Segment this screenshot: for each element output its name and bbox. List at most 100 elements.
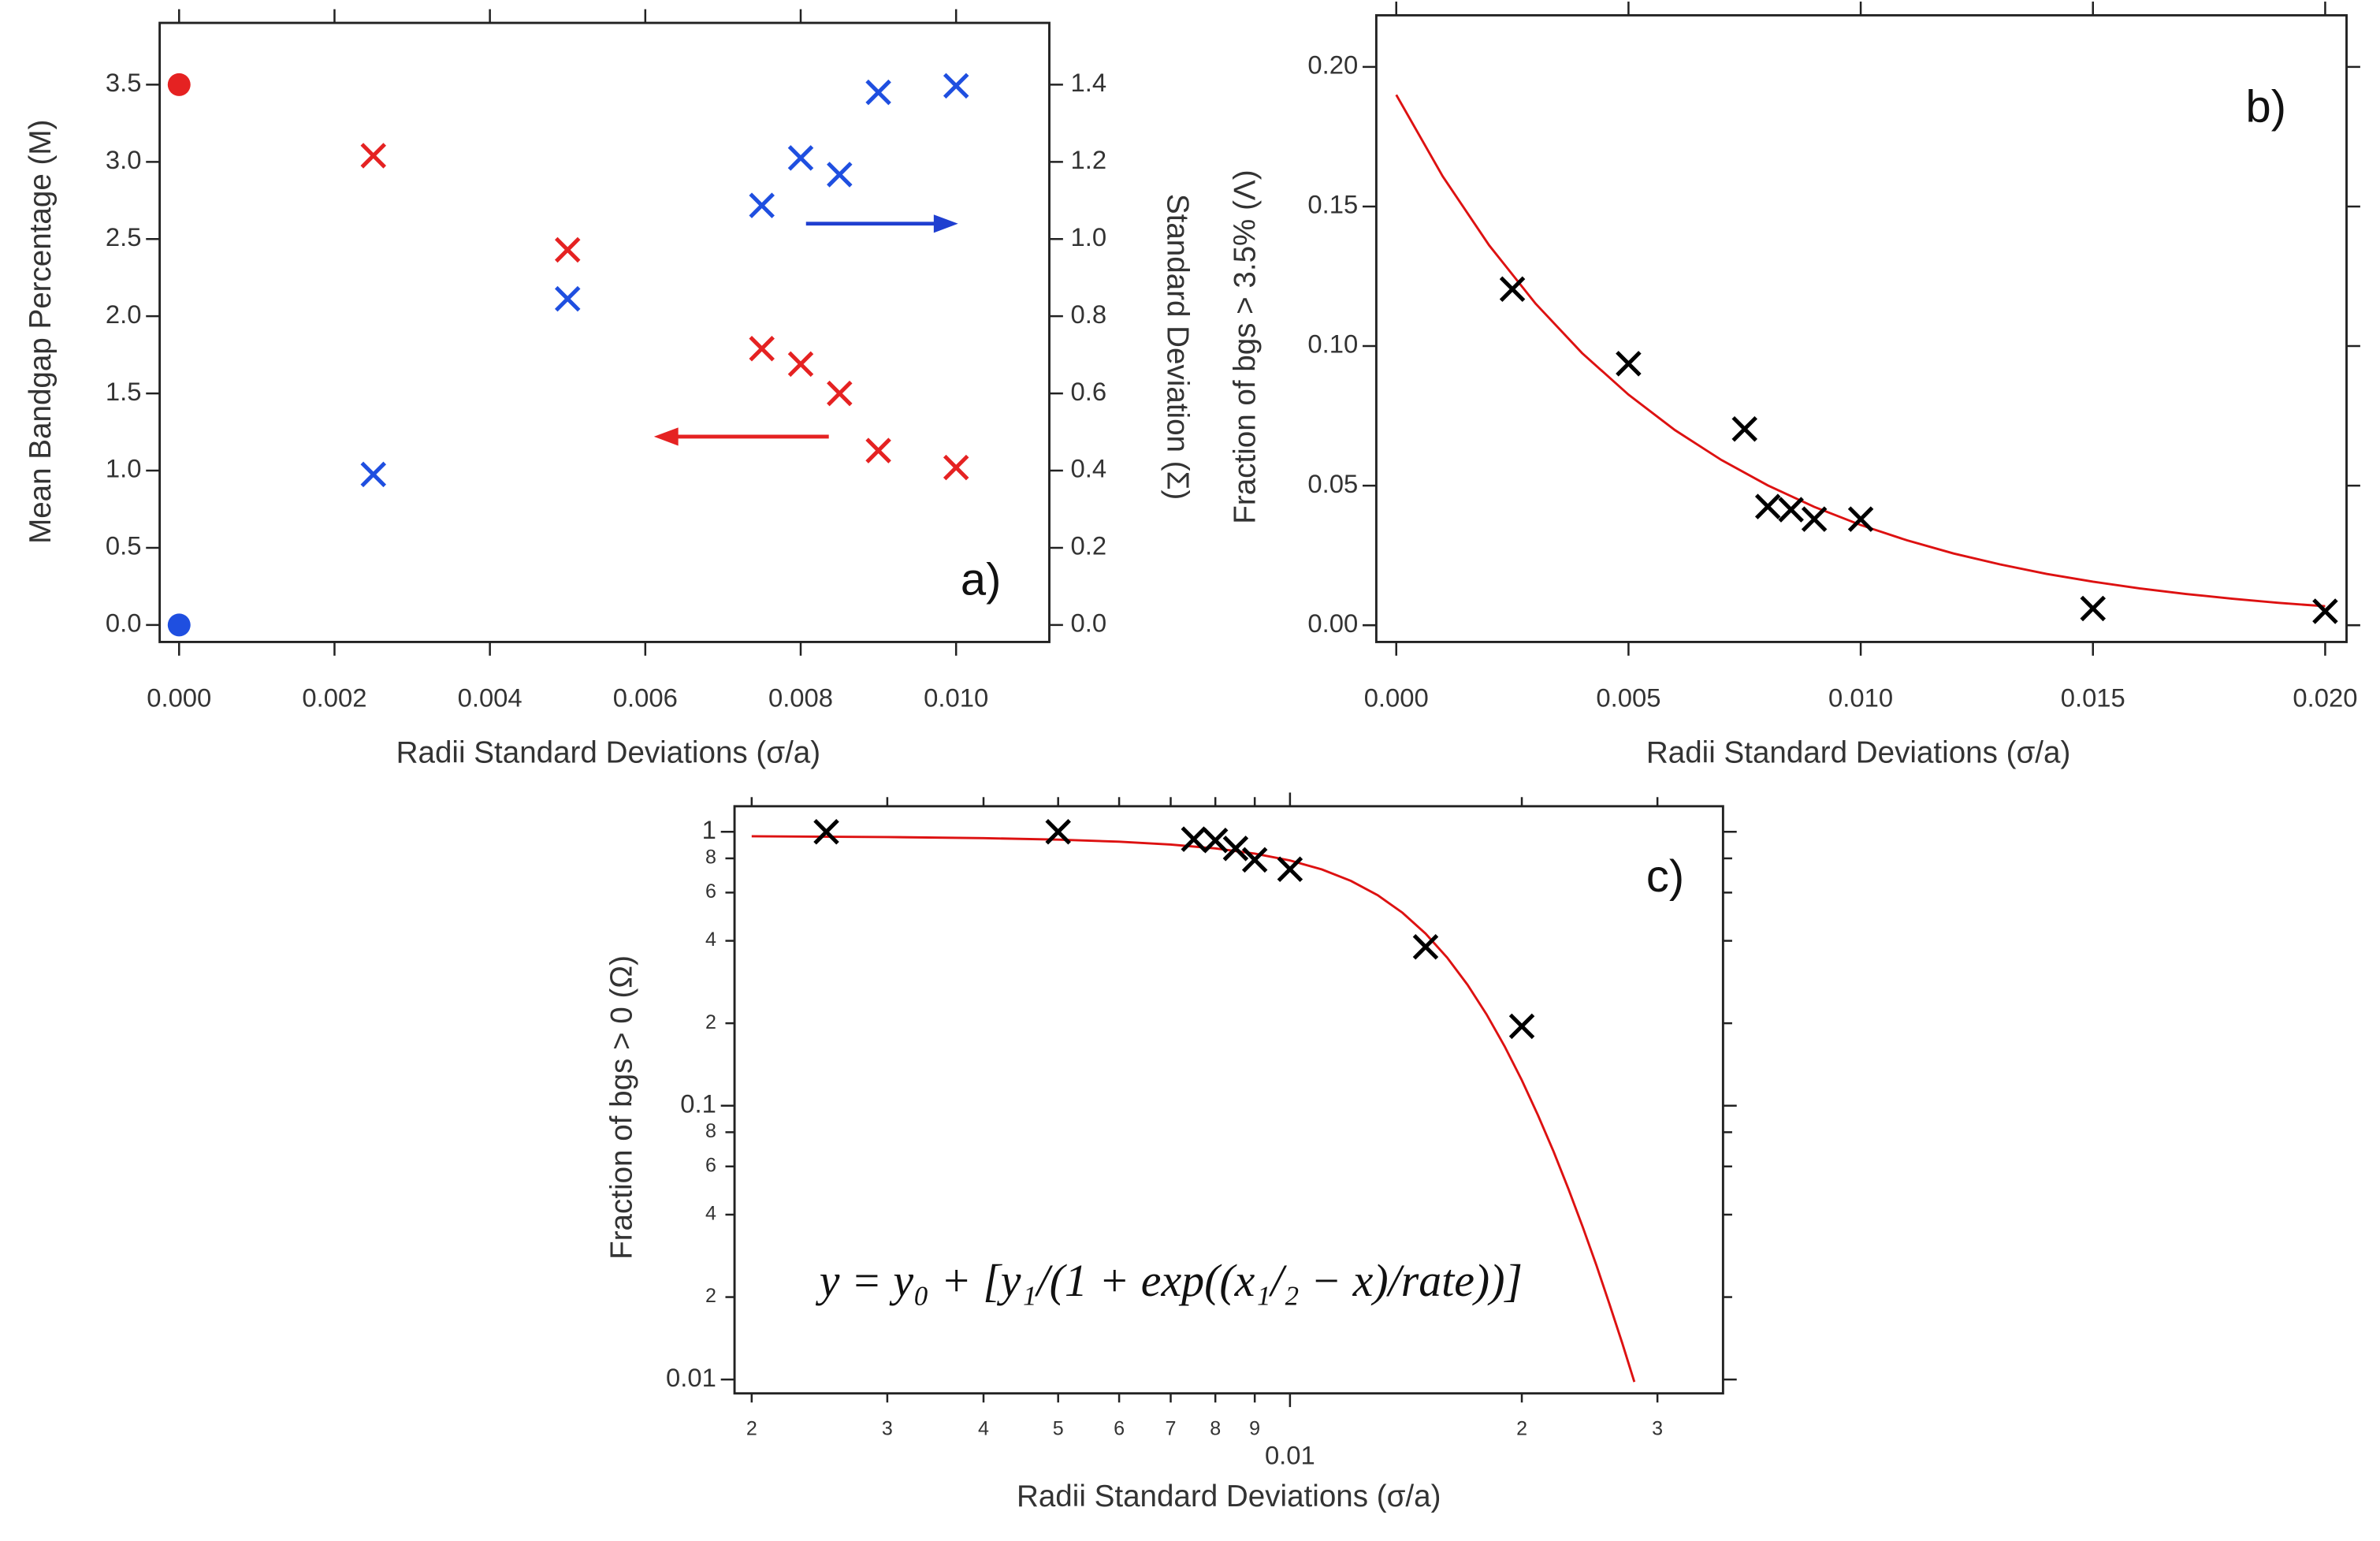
point [2080, 595, 2107, 622]
y2-tick-label: 0.0 [1071, 609, 1107, 638]
y-tick-label: 1 [702, 815, 716, 844]
y-tick-label: 6 [705, 880, 716, 903]
x-stroke [813, 819, 839, 845]
point [787, 145, 814, 171]
x-tick-label: 0.010 [1828, 683, 1893, 712]
point [1181, 826, 1207, 852]
x-stroke [1045, 819, 1071, 845]
x-stroke [554, 285, 581, 312]
x-stroke [554, 236, 581, 263]
point [1616, 351, 1642, 377]
x-tick-label: 0.005 [1596, 683, 1660, 712]
y-tick-label: 3.0 [106, 145, 142, 174]
y-tick-label: 2.5 [106, 222, 142, 251]
point [2312, 598, 2338, 624]
x-stroke [1847, 506, 1874, 532]
x-tick-label: 0.006 [613, 683, 678, 712]
point [554, 236, 581, 263]
x-tick-label: 0.020 [2293, 683, 2357, 712]
point [1202, 828, 1229, 854]
x-axis-label: Radii Standard Deviations (σ/a) [396, 735, 820, 769]
x-tick-label: 0.002 [302, 683, 366, 712]
x-stroke [1508, 1013, 1535, 1040]
x-stroke [749, 336, 775, 362]
y2-tick-label: 1.2 [1071, 145, 1107, 174]
point [1508, 1013, 1535, 1040]
y-tick-label: 0.01 [666, 1363, 716, 1392]
y2-tick-label: 0.4 [1071, 454, 1107, 483]
x-stroke [1801, 506, 1828, 532]
y2-tick-label: 1.4 [1071, 68, 1107, 97]
y-tick-label: 0.0 [106, 609, 142, 638]
x-tick-label: 0.004 [458, 683, 522, 712]
point [1222, 836, 1249, 862]
y-tick-label: 6 [705, 1154, 716, 1176]
panel-label: a) [961, 554, 1001, 605]
y-tick-label: 4 [705, 929, 716, 951]
y-tick-label: 0.15 [1307, 190, 1358, 219]
x-stroke [2312, 598, 2338, 624]
arrow-head [933, 214, 958, 233]
x-stroke [1222, 836, 1249, 862]
x-stroke [2080, 595, 2107, 622]
y-tick-label: 2.0 [106, 300, 142, 329]
point [1499, 276, 1526, 303]
x-tick-label: 0.015 [2061, 683, 2125, 712]
point [1241, 847, 1268, 873]
panel: 0.000 0.002 0.004 0.006 0.008 0.010 0.0 0.5 1.0 1… [24, 9, 1194, 769]
x-tick-label: 8 [1210, 1418, 1221, 1440]
x-stroke [1616, 351, 1642, 377]
fit-curve [1395, 94, 2326, 608]
x-tick-label: 0.000 [1364, 683, 1429, 712]
x-stroke [1277, 856, 1303, 883]
point [360, 143, 386, 169]
x-tick-label: 0.000 [147, 683, 211, 712]
point [360, 461, 386, 488]
y-axis-label: Fraction of bgs > 3.5% (Λ) [1229, 169, 1263, 523]
point [1778, 497, 1804, 523]
point [827, 162, 853, 188]
y-tick-label: 4 [705, 1203, 716, 1225]
point [865, 437, 891, 463]
y2-axis-label: Standard Deviation (Σ) [1160, 194, 1194, 500]
point [749, 192, 775, 218]
x-tick-label: 2 [1516, 1418, 1527, 1440]
x-stroke [827, 380, 853, 407]
panel: 0.000 0.005 0.010 0.015 0.020 0.00 0.05 0.10 0.1… [1229, 2, 2360, 769]
point [749, 336, 775, 362]
x-stroke [1778, 497, 1804, 523]
x-stroke [1181, 826, 1207, 852]
x-stroke [360, 461, 386, 488]
panel-label: c) [1646, 851, 1684, 902]
point [865, 79, 891, 106]
point [1801, 506, 1828, 532]
x-tick-label: 0.008 [768, 683, 833, 712]
x-stroke [360, 143, 386, 169]
y-tick-label: 2 [705, 1285, 716, 1307]
x-stroke [865, 79, 891, 106]
x-stroke [1499, 276, 1526, 303]
x-tick-label: 9 [1249, 1418, 1260, 1440]
x-stroke [787, 145, 814, 171]
point [1731, 415, 1757, 442]
x-stroke [1731, 415, 1757, 442]
y-tick-label: 8 [705, 847, 716, 869]
y-tick-label: 8 [705, 1120, 716, 1142]
point [787, 351, 814, 378]
x-stroke [749, 192, 775, 218]
y2-tick-label: 1.0 [1071, 222, 1107, 251]
plot-frame [158, 21, 1051, 643]
x-tick-label: 3 [1652, 1418, 1663, 1440]
y-tick-label: 3.5 [106, 68, 142, 97]
point [943, 454, 969, 481]
x-stroke [943, 454, 969, 481]
point [827, 380, 853, 407]
y-tick-label: 0.00 [1307, 609, 1358, 638]
arrow-right [805, 214, 958, 233]
x-tick-label: 3 [882, 1418, 893, 1440]
y-tick-label: 1.5 [106, 377, 142, 406]
x-stroke [827, 162, 853, 188]
arrow-left [653, 427, 829, 446]
point [554, 285, 581, 312]
